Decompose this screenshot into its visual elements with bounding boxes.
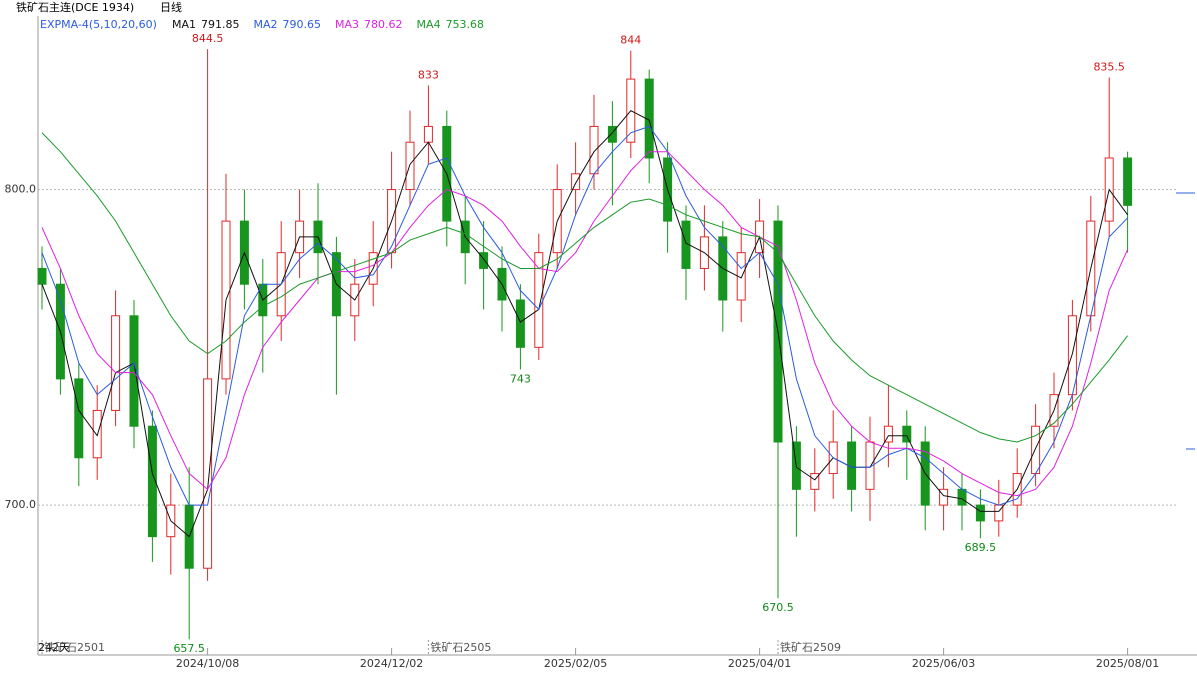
- legend-value: 791.85: [201, 18, 240, 31]
- x-tick-label: 2025/02/05: [544, 657, 607, 670]
- period[interactable]: 日线: [160, 0, 182, 14]
- legend-value: 780.62: [364, 18, 403, 31]
- candle-body: [479, 252, 489, 269]
- high-label: 835.5: [1093, 61, 1125, 74]
- ma-line: [41, 151, 1129, 497]
- high-label: 844: [620, 34, 641, 47]
- low-label: 689.5: [965, 541, 997, 554]
- contract-label: 铁矿石2501: [44, 641, 105, 654]
- high-label: 844.5: [192, 32, 224, 45]
- candle-body: [607, 125, 617, 143]
- legend-name: MA2: [254, 18, 278, 31]
- y-tick-label: 700.0: [5, 498, 37, 511]
- candle-body: [111, 315, 121, 411]
- contract-label: 铁矿石2505: [430, 641, 491, 654]
- y-tick-label: 800.0: [5, 183, 37, 196]
- candle-body: [902, 425, 912, 443]
- high-label: 833: [418, 68, 439, 81]
- candle-body: [939, 488, 949, 506]
- low-label: 670.5: [762, 601, 794, 614]
- legend-name: MA4: [417, 18, 441, 31]
- legend-value: 753.68: [446, 18, 485, 31]
- ma-line: [41, 132, 1128, 443]
- x-tick-label: 2025/06/03: [912, 657, 975, 670]
- ma-line: [41, 110, 1129, 538]
- x-tick-label: 2025/08/01: [1096, 657, 1159, 670]
- candle-body: [1123, 157, 1133, 206]
- candle-body: [147, 425, 157, 538]
- ma-line: [41, 125, 1128, 506]
- x-tick-label: 2025/04/01: [728, 657, 791, 670]
- candle-body: [571, 173, 581, 191]
- contract-label: 铁矿石2509: [780, 641, 841, 654]
- candle-body: [37, 267, 47, 285]
- legend-value: 790.65: [283, 18, 322, 31]
- candle-body: [423, 125, 433, 143]
- legend-name: MA3: [335, 18, 359, 31]
- candle-body: [129, 315, 139, 427]
- day-count: 242天: [38, 641, 70, 654]
- candle-body: [589, 125, 599, 175]
- x-tick-label: 2024/10/08: [176, 657, 239, 670]
- low-label: 743: [510, 372, 531, 385]
- indicator[interactable]: EXPMA-4(5,10,20,60): [40, 18, 157, 31]
- candle-body: [203, 378, 213, 569]
- legend-name: MA1: [172, 18, 196, 31]
- candle-body: [883, 425, 893, 443]
- x-tick-label: 2024/12/02: [360, 657, 423, 670]
- candle-body: [957, 488, 967, 506]
- candle-body: [74, 378, 84, 459]
- candle-body: [515, 299, 525, 348]
- low-label: 657.5: [173, 642, 205, 655]
- candle-body: [975, 504, 985, 522]
- candle-body: [810, 473, 820, 490]
- chart-title: 铁矿石主连(DCE 1934): [16, 1, 134, 14]
